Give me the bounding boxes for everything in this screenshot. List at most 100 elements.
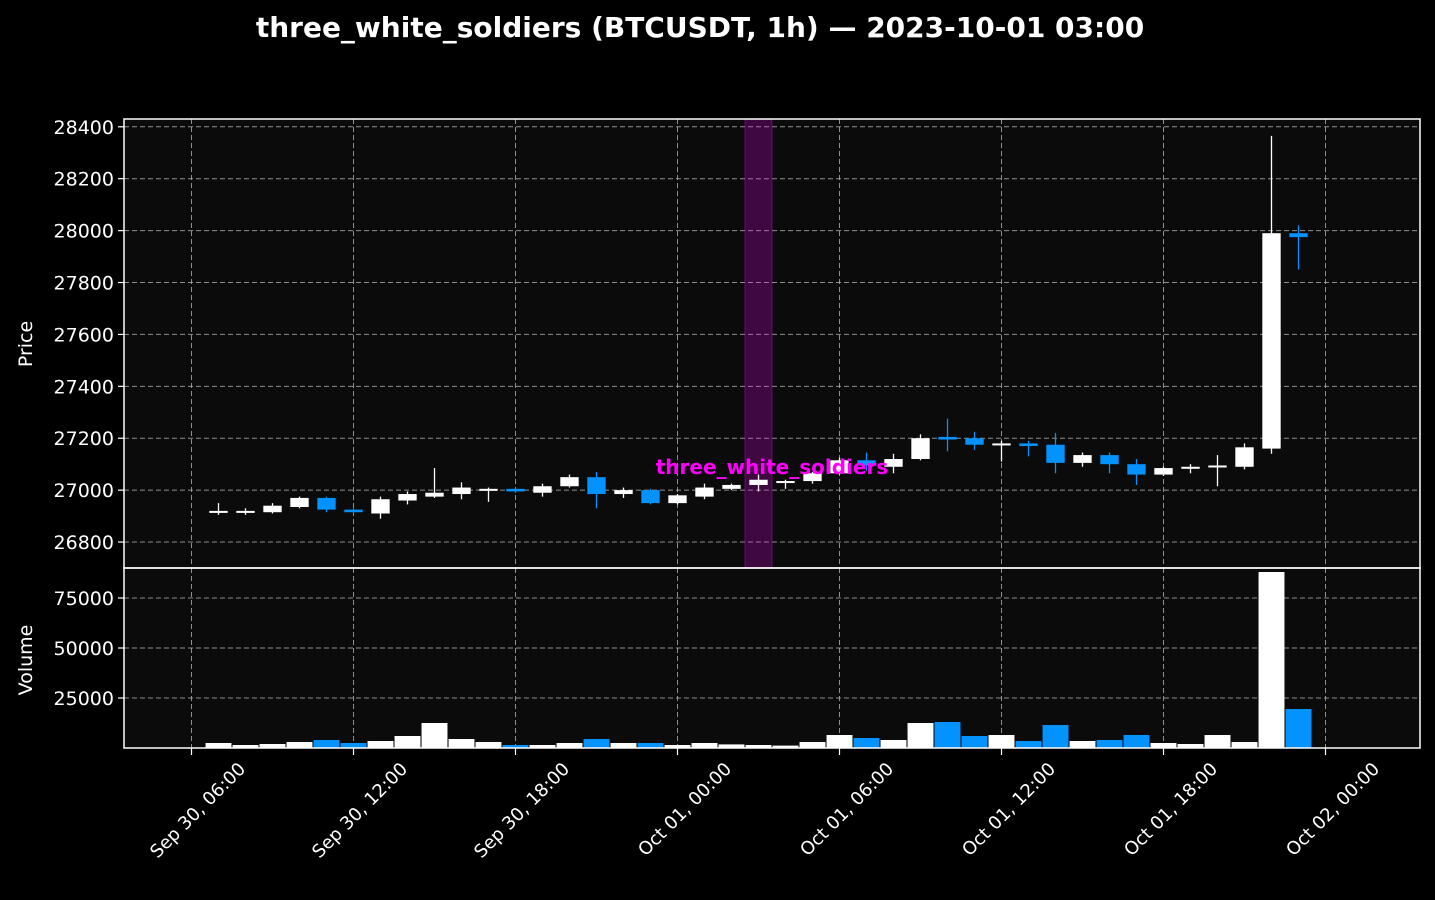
candle-body <box>614 490 633 495</box>
volume-bar <box>286 742 313 748</box>
volume-bar <box>664 745 691 748</box>
candle-body <box>587 477 606 495</box>
price-y-tick-label: 28000 <box>54 221 114 243</box>
candle-body <box>1235 447 1254 467</box>
candle-body <box>398 494 417 501</box>
candle-body <box>776 481 795 484</box>
volume-bar <box>259 744 286 748</box>
candle-body <box>803 473 822 482</box>
volume-bar <box>988 735 1015 748</box>
candle-body <box>749 479 768 485</box>
volume-bar <box>1177 744 1204 748</box>
price-y-tick-label: 26800 <box>54 532 114 554</box>
chart-title: three_white_soldiers (BTCUSDT, 1h) — 202… <box>256 11 1144 44</box>
volume-bar <box>826 735 853 748</box>
volume-bar <box>853 738 880 748</box>
volume-bar <box>1258 572 1285 748</box>
volume-bar <box>367 741 394 748</box>
candle-body <box>1127 464 1146 475</box>
candle-body <box>371 499 390 514</box>
volume-bar <box>421 723 448 748</box>
volume-bar <box>1096 740 1123 748</box>
candle-body <box>317 497 336 510</box>
pattern-highlight-band <box>744 118 773 569</box>
candle-body <box>1262 233 1281 449</box>
volume-bar <box>556 743 583 748</box>
price-y-tick-label: 27200 <box>54 428 114 450</box>
candle-body <box>1154 468 1173 475</box>
volume-bar <box>610 743 637 748</box>
volume-bar <box>691 743 718 748</box>
volume-panel-background <box>124 568 1420 748</box>
candles <box>209 135 1308 519</box>
volume-bar <box>745 745 772 748</box>
candle-body <box>1046 444 1065 463</box>
candle-body <box>263 505 282 513</box>
candle-body <box>884 458 903 467</box>
candle-body <box>992 443 1011 446</box>
candle-body <box>911 438 930 459</box>
candle-body <box>938 436 957 440</box>
volume-bar <box>475 742 502 748</box>
volume-bar <box>718 744 745 748</box>
candle-body <box>560 477 579 487</box>
price-panel-background <box>124 119 1420 568</box>
volume-bar <box>1042 725 1069 748</box>
volume-bar <box>1015 741 1042 748</box>
candle-body <box>479 488 498 491</box>
volume-bar <box>1231 742 1258 748</box>
volume-bar <box>880 740 907 748</box>
candle-body <box>452 487 471 495</box>
candle-body <box>668 495 687 504</box>
volume-bar <box>1069 741 1096 748</box>
candle-body <box>506 488 525 492</box>
volume-bar <box>205 743 232 748</box>
candle-body <box>830 460 849 474</box>
volume-y-tick-label: 50000 <box>54 638 114 660</box>
price-y-tick-label: 27600 <box>54 324 114 346</box>
pattern-annotation: three_white_soldiers <box>656 455 889 479</box>
volume-bar <box>772 745 799 748</box>
volume-bar <box>934 722 961 748</box>
candle-body <box>344 509 363 513</box>
candle-body <box>965 438 984 445</box>
price-y-tick-label: 27000 <box>54 480 114 502</box>
volume-y-tick-label: 75000 <box>54 588 114 610</box>
pattern-highlight <box>744 118 773 569</box>
volume-bars <box>205 572 1312 748</box>
volume-bar <box>313 740 340 748</box>
volume-axis-label: Volume <box>15 625 37 696</box>
volume-panel-frame <box>123 567 1421 749</box>
gridlines <box>124 119 1420 748</box>
volume-bar <box>502 745 529 748</box>
volume-bar <box>1150 743 1177 748</box>
price-y-tick-label: 28200 <box>54 169 114 191</box>
volume-bar <box>961 736 988 748</box>
volume-bar <box>394 736 421 748</box>
volume-bar <box>583 739 610 748</box>
candle-body <box>290 497 309 508</box>
volume-bar <box>448 739 475 748</box>
volume-bar <box>232 745 259 748</box>
candle-body <box>857 460 876 466</box>
volume-bar <box>799 742 826 748</box>
candle-body <box>722 484 741 489</box>
volume-bar <box>1123 735 1150 748</box>
price-y-tick-label: 27400 <box>54 376 114 398</box>
candle-body <box>641 490 660 504</box>
price-y-tick-label: 27800 <box>54 273 114 295</box>
price-y-tick-label: 28400 <box>54 117 114 139</box>
candle-body <box>1100 455 1119 465</box>
candle-body <box>425 492 444 497</box>
candle-body <box>1181 466 1200 469</box>
volume-bar <box>637 743 664 748</box>
candle-body <box>236 510 255 513</box>
candle-body <box>1289 233 1308 238</box>
volume-bar <box>1204 735 1231 748</box>
candle-body <box>695 487 714 497</box>
candle-body <box>209 510 228 513</box>
volume-bar <box>907 723 934 748</box>
candle-body <box>1208 465 1227 468</box>
